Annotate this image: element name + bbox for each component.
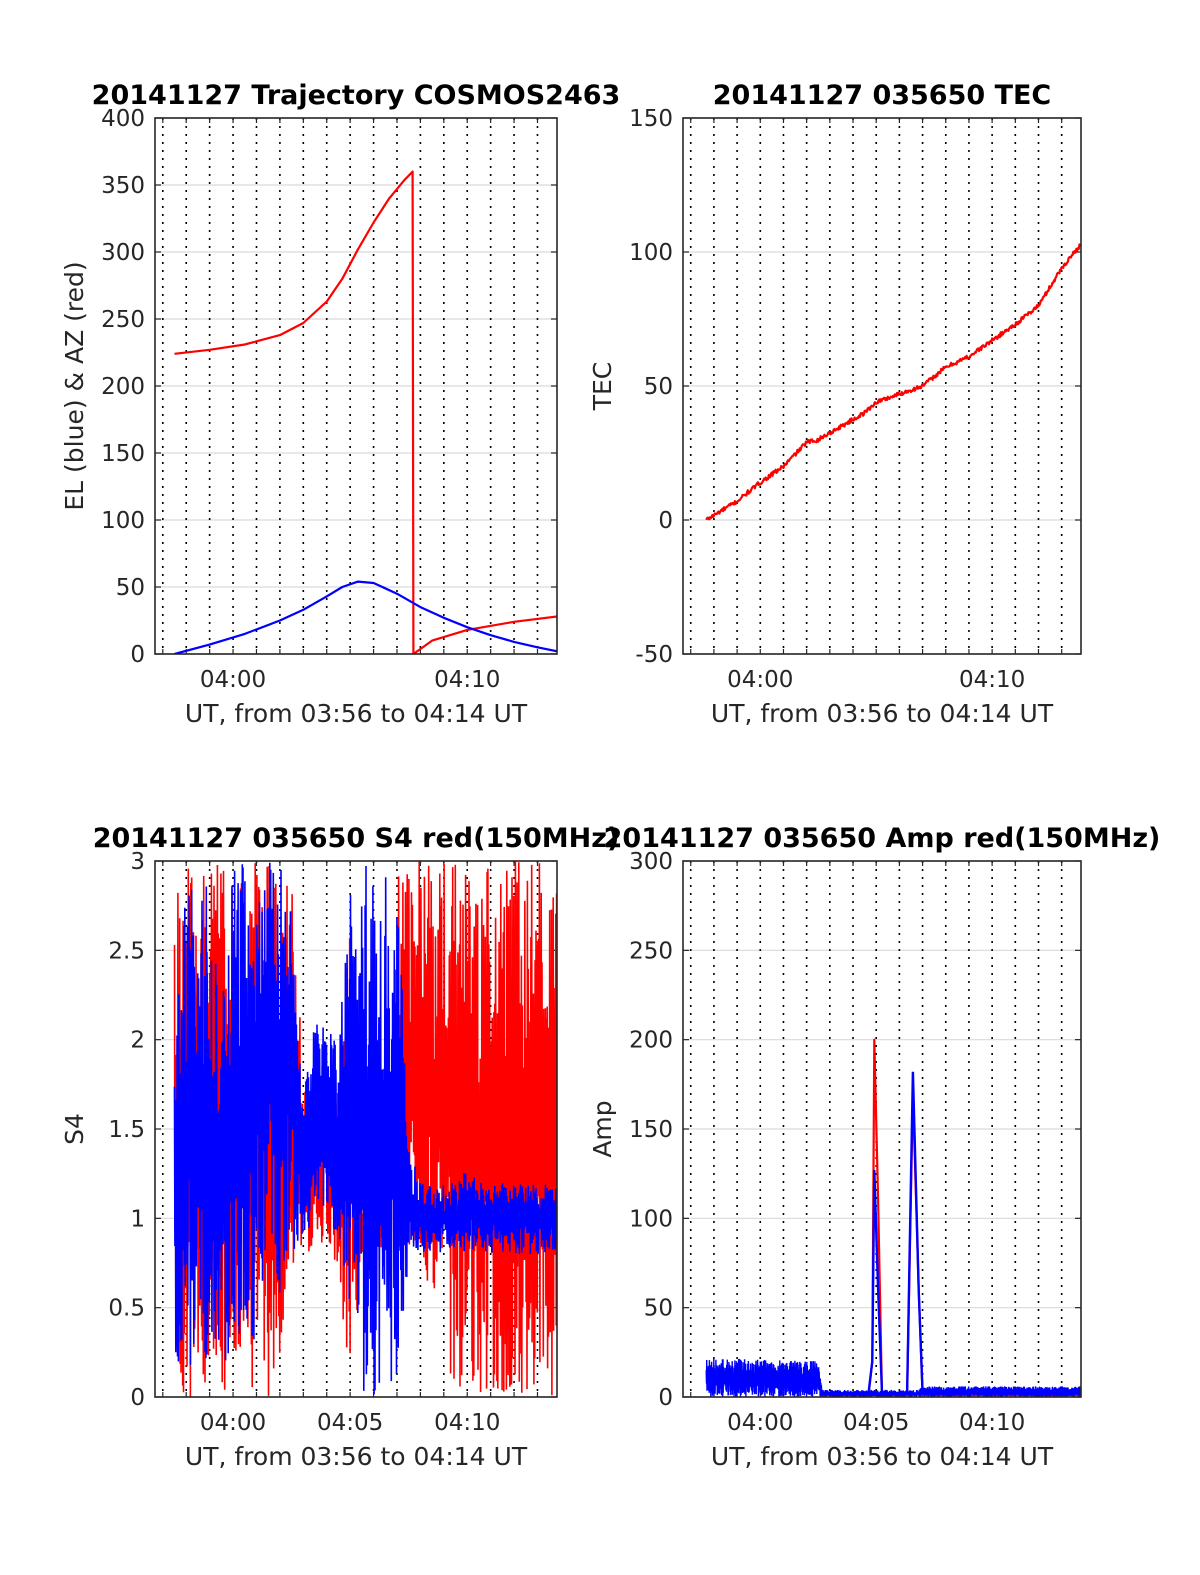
x-tick-label: 04:05 <box>843 1410 909 1436</box>
series-red-line <box>174 170 557 654</box>
plot-area <box>705 243 1081 521</box>
y-tick-label: 100 <box>101 508 145 534</box>
y-tick-label: -50 <box>635 642 673 668</box>
x-axis-label: UT, from 03:56 to 04:14 UT <box>185 699 528 728</box>
plot-area <box>173 861 557 1397</box>
y-tick-label: 400 <box>101 106 145 132</box>
series-blue-line <box>173 862 557 1395</box>
y-tick-label: 100 <box>629 240 673 266</box>
y-axis-label: TEC <box>588 362 617 412</box>
y-tick-label: 0 <box>658 1385 673 1411</box>
chart-panel-4: 0 50 100 150 200 250 300 04:00 04:05 04:10 2014112… <box>588 823 1160 1471</box>
chart-title: 20141127 035650 S4 red(150MHz) <box>93 823 620 854</box>
axes-box <box>154 117 558 655</box>
axes-box <box>682 117 1082 655</box>
y-axis-label: Amp <box>588 1100 617 1157</box>
x-tick-label: 04:00 <box>727 667 793 693</box>
x-tick-label: 04:10 <box>434 667 500 693</box>
y-tick-label: 1.5 <box>108 1117 145 1143</box>
y-axis-label: EL (blue) & AZ (red) <box>60 261 89 510</box>
axes-box <box>154 860 558 1398</box>
y-tick-label: 350 <box>101 173 145 199</box>
x-tick-label: 04:10 <box>959 1410 1025 1436</box>
y-tick-label: 150 <box>101 441 145 467</box>
y-tick-label: 250 <box>101 307 145 333</box>
y-axis-label: S4 <box>60 1113 89 1145</box>
plot-area <box>705 1038 1081 1397</box>
y-tick-label: 100 <box>629 1206 673 1232</box>
y-tick-label: 0.5 <box>108 1296 145 1322</box>
x-axis-label: UT, from 03:56 to 04:14 UT <box>185 1442 528 1471</box>
y-tick-label: 1 <box>130 1206 145 1232</box>
y-tick-label: 300 <box>101 240 145 266</box>
x-tick-label: 04:00 <box>200 667 266 693</box>
x-tick-label: 04:05 <box>317 1410 383 1436</box>
series-red-line <box>706 1038 1081 1397</box>
x-tick-label: 04:00 <box>200 1410 266 1436</box>
chart-title: 20141127 035650 TEC <box>713 80 1052 111</box>
chart-panel-3: 0 0.5 1 1.5 2 2.5 3 04:00 04:05 04:10 20141127 035… <box>60 823 619 1471</box>
y-tick-label: 250 <box>629 938 673 964</box>
chart-panel-1: 0 50 100 150 200 250 300 350 400 04:00 04:10 201411… <box>60 80 620 728</box>
x-axis-label: UT, from 03:56 to 04:14 UT <box>711 699 1054 728</box>
y-tick-label: 0 <box>130 1385 145 1411</box>
chart-title: 20141127 035650 Amp red(150MHz) <box>604 823 1161 854</box>
x-axis-label: UT, from 03:56 to 04:14 UT <box>711 1442 1054 1471</box>
plot-area <box>174 170 557 654</box>
x-tick-label: 04:10 <box>434 1410 500 1436</box>
chart-title: 20141127 Trajectory COSMOS2463 <box>92 80 621 111</box>
y-tick-label: 200 <box>101 374 145 400</box>
x-tick-label: 04:00 <box>727 1410 793 1436</box>
series-blue-line <box>706 1071 1081 1395</box>
chart-panel-2: -50 0 50 100 150 04:00 04:10 20141127 035650 TE… <box>588 80 1082 728</box>
series-blue-line-noise <box>705 1358 1081 1397</box>
y-tick-label: 150 <box>629 106 673 132</box>
y-tick-label: 50 <box>116 575 145 601</box>
y-tick-label: 2 <box>130 1028 145 1054</box>
y-tick-label: 3 <box>130 849 145 875</box>
y-tick-label: 2.5 <box>108 938 145 964</box>
y-tick-label: 0 <box>658 508 673 534</box>
series-red-line <box>705 243 1081 521</box>
series-blue-line <box>174 580 557 654</box>
y-tick-label: 200 <box>629 1028 673 1054</box>
y-tick-label: 0 <box>130 642 145 668</box>
y-tick-label: 150 <box>629 1117 673 1143</box>
axes-box <box>682 860 1082 1398</box>
y-tick-label: 50 <box>644 374 673 400</box>
y-tick-label: 300 <box>629 849 673 875</box>
y-tick-label: 50 <box>644 1296 673 1322</box>
x-tick-label: 04:10 <box>959 667 1025 693</box>
